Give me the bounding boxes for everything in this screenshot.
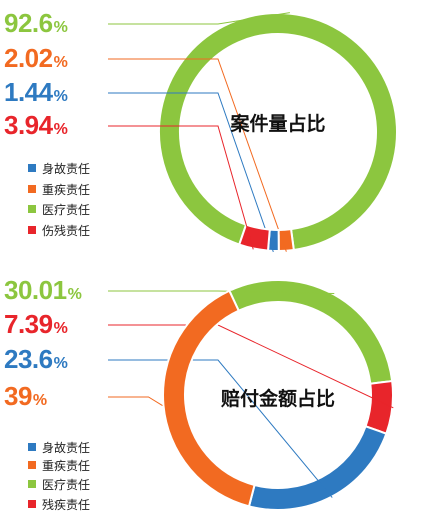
leader-line-3 — [108, 396, 163, 406]
slice-value-number: 23.6 — [4, 344, 53, 374]
slice-value-number: 39 — [4, 381, 32, 411]
slice-value-unit: % — [54, 54, 68, 71]
donut-slice-0 — [158, 12, 398, 252]
slice-value-unit: % — [54, 88, 68, 105]
slice-value-label-1: 7.39% — [4, 309, 68, 339]
donut-slice-3 — [162, 289, 256, 508]
legend-label-3: 残疾责任 — [42, 497, 90, 512]
leader-line-2 — [108, 92, 274, 253]
slice-value-unit: % — [54, 121, 68, 138]
donut-slice-1 — [364, 379, 394, 435]
legend-label-0: 身故责任 — [42, 161, 90, 176]
slice-value-unit: % — [54, 19, 68, 36]
legend-label-3: 伤残责任 — [42, 224, 90, 238]
legend-swatch-3 — [28, 500, 36, 508]
legend-swatch-0 — [28, 443, 36, 451]
donut-slice-0 — [228, 279, 394, 385]
leader-line-3 — [108, 125, 254, 250]
legend-label-2: 医疗责任 — [42, 203, 90, 217]
legend-label-0: 身故责任 — [42, 440, 90, 455]
slice-value-label-0: 30.01% — [4, 275, 82, 305]
slice-value-unit: % — [54, 320, 68, 337]
slice-value-unit: % — [68, 286, 82, 303]
donut-slice-3 — [237, 223, 271, 252]
leader-line-1 — [108, 58, 287, 252]
leader-line-2 — [108, 359, 333, 498]
legend-swatch-3 — [28, 226, 36, 234]
case-volume-donut-chart: 92.6%2.02%1.44%3.94% 案件量占比身故责任重疾责任医疗责任伤残责… — [4, 8, 398, 253]
slice-value-number: 30.01 — [4, 275, 67, 305]
legend-label-1: 重疾责任 — [42, 182, 90, 197]
slice-value-number: 3.94 — [4, 110, 54, 140]
slice-value-label-2: 1.44% — [4, 77, 68, 107]
donut-slice-2 — [247, 424, 388, 511]
slice-value-number: 2.02 — [4, 43, 53, 73]
legend-swatch-0 — [28, 164, 36, 172]
legend-label-2: 医疗责任 — [42, 478, 90, 492]
slice-value-label-1: 2.02% — [4, 43, 68, 73]
slice-value-label-3: 39% — [4, 381, 47, 411]
legend-swatch-1 — [28, 185, 36, 193]
slice-value-unit: % — [33, 392, 47, 409]
slice-value-unit: % — [54, 355, 68, 372]
slice-value-label-2: 23.6% — [4, 344, 68, 374]
chart-title: 案件量占比 — [229, 112, 325, 135]
legend-swatch-2 — [28, 205, 36, 213]
slice-value-label-0: 92.6% — [4, 8, 68, 38]
donut-slice-1 — [277, 228, 295, 253]
leader-line-0 — [108, 12, 290, 25]
slice-value-number: 92.6 — [4, 8, 53, 38]
legend-swatch-2 — [28, 480, 36, 488]
leader-line-0 — [108, 290, 335, 295]
slice-value-number: 7.39 — [4, 309, 53, 339]
payout-amount-donut-chart: 30.01%7.39%23.6%39% 赔付金额占比身故责任重疾责任医疗责任残疾责… — [4, 275, 394, 512]
slice-value-label-3: 3.94% — [4, 110, 68, 140]
legend-swatch-1 — [28, 461, 36, 469]
legend-label-1: 重疾责任 — [42, 458, 90, 473]
chart-title: 赔付金额占比 — [221, 387, 335, 410]
slice-value-number: 1.44 — [4, 77, 54, 107]
